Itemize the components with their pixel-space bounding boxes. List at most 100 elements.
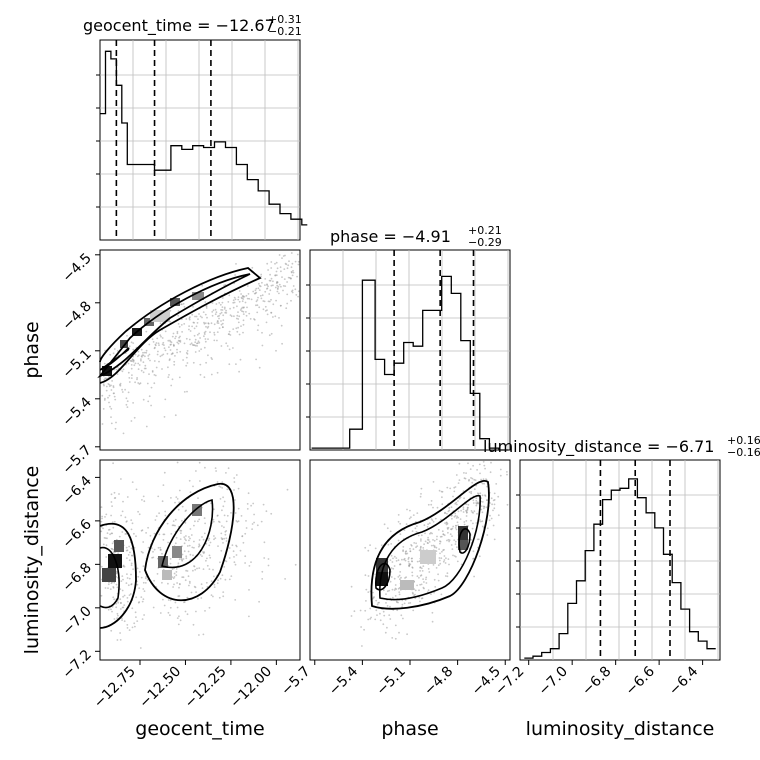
sample-point xyxy=(256,304,259,307)
sample-point xyxy=(409,602,412,604)
sample-point xyxy=(132,360,135,363)
sample-point xyxy=(207,338,209,340)
sample-point xyxy=(215,311,218,314)
sample-point xyxy=(481,501,484,503)
sample-point xyxy=(133,416,136,419)
sample-point xyxy=(124,388,126,391)
sample-point xyxy=(173,363,176,366)
sample-point xyxy=(177,342,180,345)
sample-point xyxy=(239,309,242,311)
sample-point xyxy=(233,489,235,491)
sample-point xyxy=(163,416,166,418)
sample-point xyxy=(223,566,226,568)
sample-point xyxy=(454,512,457,515)
sample-point xyxy=(283,278,286,280)
sample-point xyxy=(227,333,230,335)
sample-point xyxy=(233,315,235,318)
sample-point xyxy=(115,421,117,424)
sample-point xyxy=(458,479,461,481)
sample-point xyxy=(243,295,246,298)
sample-point xyxy=(446,512,448,515)
sample-point xyxy=(153,532,156,535)
sample-point xyxy=(393,565,396,567)
sample-point xyxy=(389,580,392,583)
sample-point xyxy=(185,557,188,560)
sample-point xyxy=(416,525,418,527)
sample-point xyxy=(408,562,411,565)
sample-point xyxy=(251,266,254,269)
sample-point xyxy=(212,309,215,312)
sample-point xyxy=(287,264,290,267)
sample-point xyxy=(246,297,249,300)
sample-point xyxy=(188,479,191,482)
sample-point xyxy=(471,511,474,514)
sample-point xyxy=(136,377,139,379)
sample-point xyxy=(175,571,178,573)
title-lumdist-main: luminosity_distance = −6.71 xyxy=(483,437,714,457)
sample-point xyxy=(431,611,434,614)
sample-point xyxy=(198,539,201,541)
sample-point xyxy=(219,498,222,500)
sample-point xyxy=(369,618,372,620)
sample-point xyxy=(131,522,134,525)
sample-point xyxy=(217,320,219,322)
sample-point xyxy=(141,499,143,501)
sample-point xyxy=(447,531,449,534)
sample-point xyxy=(176,582,179,584)
sample-point xyxy=(128,545,131,548)
sample-point xyxy=(132,348,135,351)
sample-point xyxy=(176,606,179,609)
sample-point xyxy=(113,491,116,494)
sample-point xyxy=(176,332,179,335)
sample-point xyxy=(141,600,144,603)
sample-point xyxy=(204,301,207,303)
sample-point xyxy=(183,306,186,308)
sample-point xyxy=(463,521,466,523)
sample-point xyxy=(179,583,181,586)
sample-point xyxy=(420,574,423,577)
sample-point xyxy=(407,558,410,560)
sample-point xyxy=(452,554,454,557)
sample-point xyxy=(489,471,492,474)
sample-point xyxy=(141,618,144,620)
sample-point xyxy=(193,565,195,567)
quantile-lines xyxy=(115,40,212,240)
sample-point xyxy=(166,522,169,525)
sample-point xyxy=(196,322,199,324)
sample-point xyxy=(438,559,441,562)
sample-point xyxy=(410,557,413,560)
sample-point xyxy=(390,543,393,545)
sample-point xyxy=(213,575,215,578)
sample-point xyxy=(479,472,481,475)
sample-point xyxy=(405,550,408,553)
sample-point xyxy=(114,497,117,499)
sample-point xyxy=(181,553,184,556)
sample-point xyxy=(480,505,483,507)
sample-point xyxy=(188,536,190,538)
sample-point xyxy=(219,303,222,306)
sample-point xyxy=(123,620,126,623)
sample-point xyxy=(438,548,440,550)
sample-point xyxy=(104,587,107,589)
sample-point xyxy=(125,403,128,406)
sample-point xyxy=(420,534,423,537)
sample-point xyxy=(284,262,287,265)
sample-point xyxy=(154,374,157,377)
sample-point xyxy=(427,568,430,570)
sample-point xyxy=(108,528,111,531)
sample-point xyxy=(185,337,188,340)
sample-point xyxy=(176,330,179,333)
sample-point xyxy=(419,583,421,586)
sample-point xyxy=(137,350,140,353)
sample-point xyxy=(245,314,248,317)
sample-point xyxy=(159,322,162,325)
sample-point xyxy=(256,524,259,527)
sample-point xyxy=(276,267,279,270)
sample-point xyxy=(241,535,244,537)
sample-point xyxy=(139,647,142,649)
sample-point xyxy=(147,355,150,357)
sample-point xyxy=(240,293,243,295)
sample-point xyxy=(118,535,121,538)
sample-point xyxy=(420,487,423,490)
sample-point xyxy=(154,343,157,346)
